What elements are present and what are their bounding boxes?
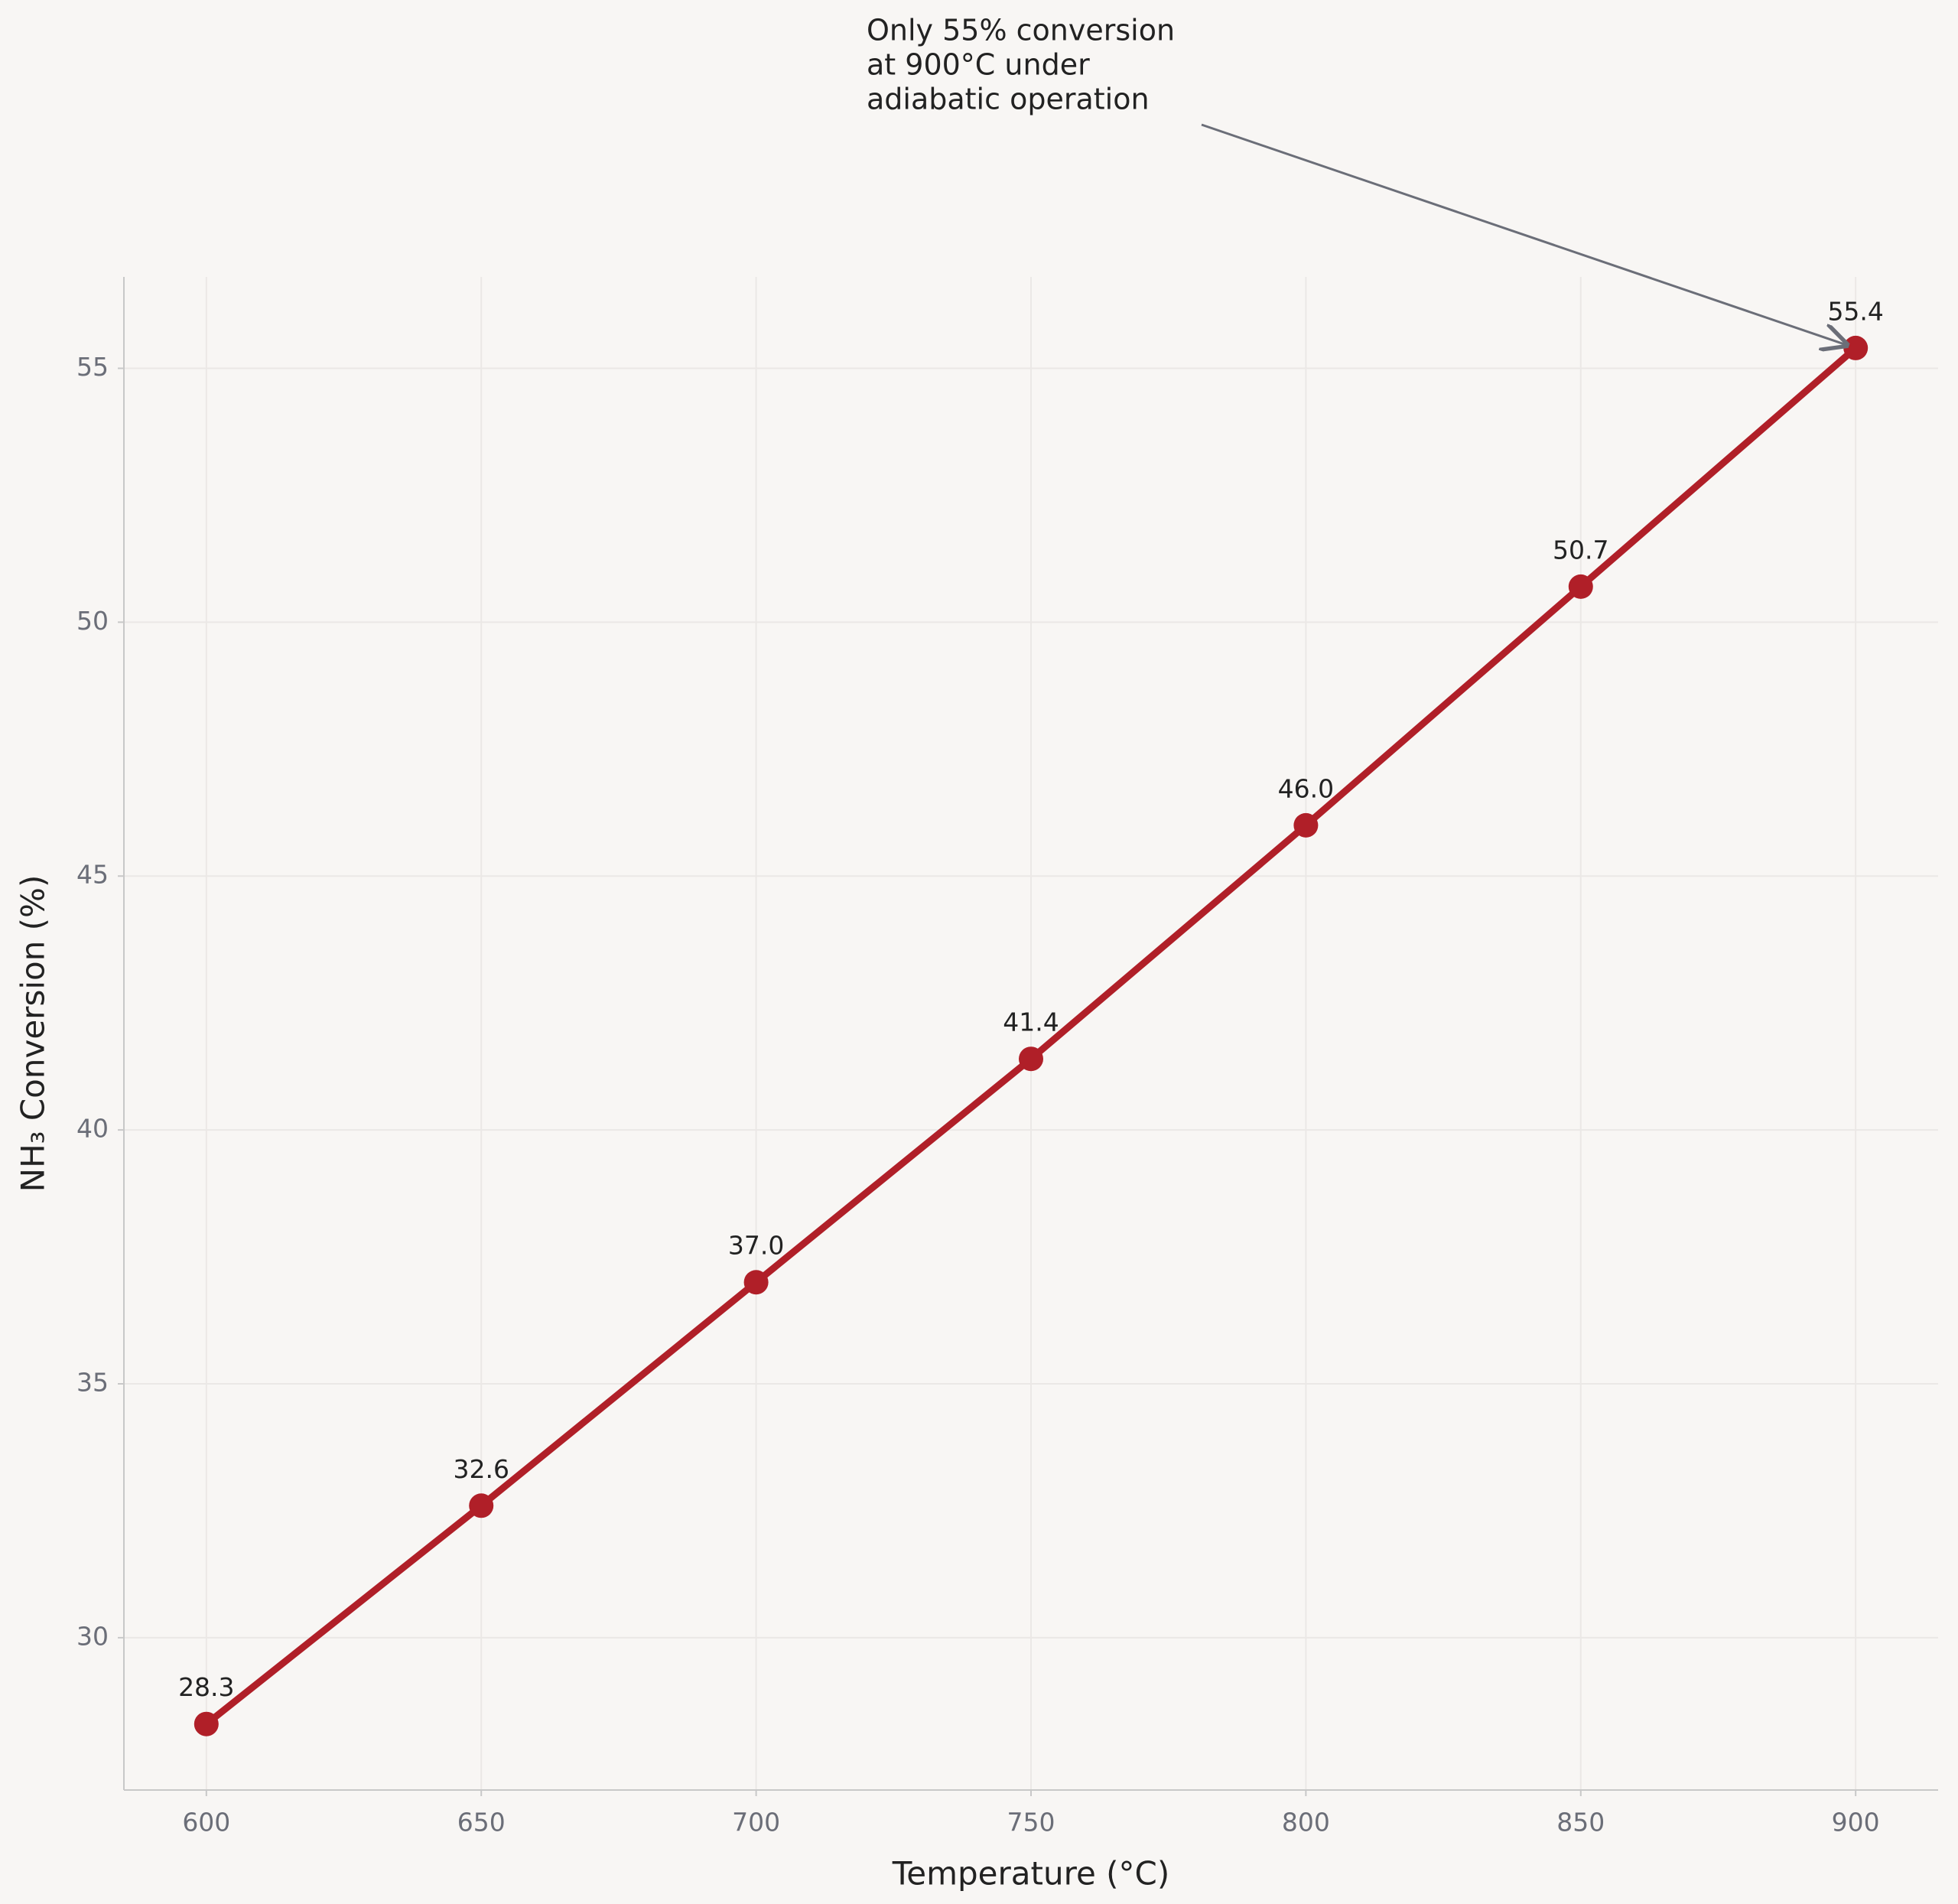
data-label: 28.3 [178,1672,234,1702]
data-label: 46.0 [1278,773,1334,803]
data-label: 50.7 [1553,535,1608,565]
y-tick-label: 30 [76,1621,109,1651]
annotation-text: Only 55% conversion [867,14,1175,47]
x-tick-label: 650 [457,1808,506,1837]
x-tick-label: 900 [1832,1808,1880,1837]
y-tick-label: 40 [76,1114,109,1144]
data-label: 37.0 [728,1231,784,1261]
data-label: 32.6 [453,1454,509,1484]
data-label: 55.4 [1827,296,1883,326]
y-tick-label: 50 [76,606,109,636]
x-tick-label: 700 [732,1808,780,1837]
data-point [194,1711,219,1736]
y-tick-label: 55 [76,352,109,382]
y-tick-label: 35 [76,1367,109,1397]
y-tick-label: 45 [76,860,109,890]
data-point [1293,812,1319,838]
data-point [1019,1046,1043,1072]
data-point [743,1270,769,1295]
x-axis-label: Temperature (°C) [892,1855,1170,1893]
data-point [1568,574,1593,599]
x-tick-label: 750 [1007,1808,1055,1837]
annotation-arrow [1201,123,1846,345]
y-axis-label: NH₃ Conversion (%) [15,875,52,1193]
annotation-text: at 900°C under [867,48,1090,82]
x-tick-label: 850 [1556,1808,1605,1837]
data-point [1843,335,1869,360]
data-point [469,1493,494,1518]
x-tick-label: 600 [182,1808,230,1837]
data-label: 41.4 [1003,1007,1059,1037]
x-tick-label: 800 [1282,1808,1330,1837]
annotation-text: adiabatic operation [867,83,1150,116]
